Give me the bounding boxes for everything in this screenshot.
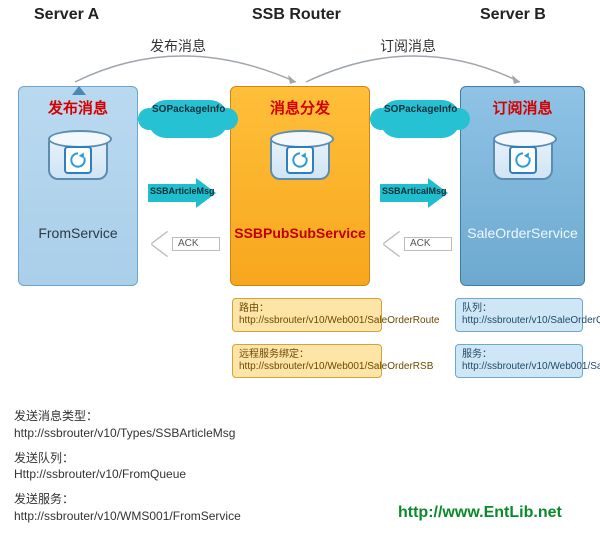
arrow-article-1: SSBArticleMsg — [148, 178, 223, 208]
server-b-title: 订阅消息 — [461, 97, 584, 118]
note-service: 服务：http://ssbrouter/v10/Web001/SaleOrder… — [455, 344, 583, 378]
ack-label: ACK — [178, 238, 199, 249]
cloud-label: SOPackageInfo — [384, 104, 457, 115]
cloud-sopackage-1: SOPackageInfo — [148, 100, 228, 138]
ack-arrow-1: ACK — [150, 232, 220, 256]
diagram-stage: Server A SSB Router Server B 发布消息 订阅消息 发… — [0, 0, 600, 540]
footer-msgtype-label: 发送消息类型： — [14, 408, 241, 425]
server-b-box: 订阅消息 SaleOrderService — [460, 86, 585, 286]
entlib-link[interactable]: http://www.EntLib.net — [398, 504, 562, 522]
refresh-icon — [509, 146, 537, 174]
arc-label-publish: 发布消息 — [150, 36, 206, 56]
server-a-box: 发布消息 FromService — [18, 86, 138, 286]
arrow-article-2: SSBArticalMsg — [380, 178, 455, 208]
ack-label: ACK — [410, 238, 431, 249]
refresh-icon — [64, 146, 92, 174]
refresh-icon — [286, 146, 314, 174]
server-b-service: SaleOrderService — [461, 225, 584, 241]
footer-service-label: 发送服务： — [14, 491, 241, 508]
arc-label-subscribe: 订阅消息 — [380, 36, 436, 56]
database-icon — [48, 130, 108, 185]
footer-block: 发送消息类型： http://ssbrouter/v10/Types/SSBAr… — [14, 408, 241, 525]
footer-service-url: http://ssbrouter/v10/WMS001/FromService — [14, 508, 241, 525]
server-a-title: 发布消息 — [19, 97, 137, 118]
cloud-sopackage-2: SOPackageInfo — [380, 100, 460, 138]
arrow-label: SSBArticleMsg — [150, 186, 215, 196]
footer-msgtype-url: http://ssbrouter/v10/Types/SSBArticleMsg — [14, 425, 241, 442]
server-a-service: FromService — [19, 225, 137, 241]
note-route: 路由：http://ssbrouter/v10/Web001/SaleOrder… — [232, 298, 382, 332]
header-server-a: Server A — [34, 6, 99, 24]
router-box: 消息分发 SSBPubSubService — [230, 86, 370, 286]
chevron-up-icon — [72, 86, 86, 95]
footer-queue-label: 发送队列： — [14, 450, 241, 467]
header-server-b: Server B — [480, 6, 546, 24]
router-title: 消息分发 — [231, 97, 369, 118]
ack-arrow-2: ACK — [382, 232, 452, 256]
header-ssb-router: SSB Router — [252, 6, 341, 24]
router-service: SSBPubSubService — [231, 225, 369, 241]
database-icon — [493, 130, 553, 185]
arrow-label: SSBArticalMsg — [382, 186, 447, 196]
note-rsb: 远程服务绑定：http://ssbrouter/v10/Web001/SaleO… — [232, 344, 382, 378]
database-icon — [270, 130, 330, 185]
note-queue: 队列：http://ssbrouter/v10/SaleOrderQueue — [455, 298, 583, 332]
cloud-label: SOPackageInfo — [152, 104, 225, 115]
footer-queue-url: Http://ssbrouter/v10/FromQueue — [14, 466, 241, 483]
